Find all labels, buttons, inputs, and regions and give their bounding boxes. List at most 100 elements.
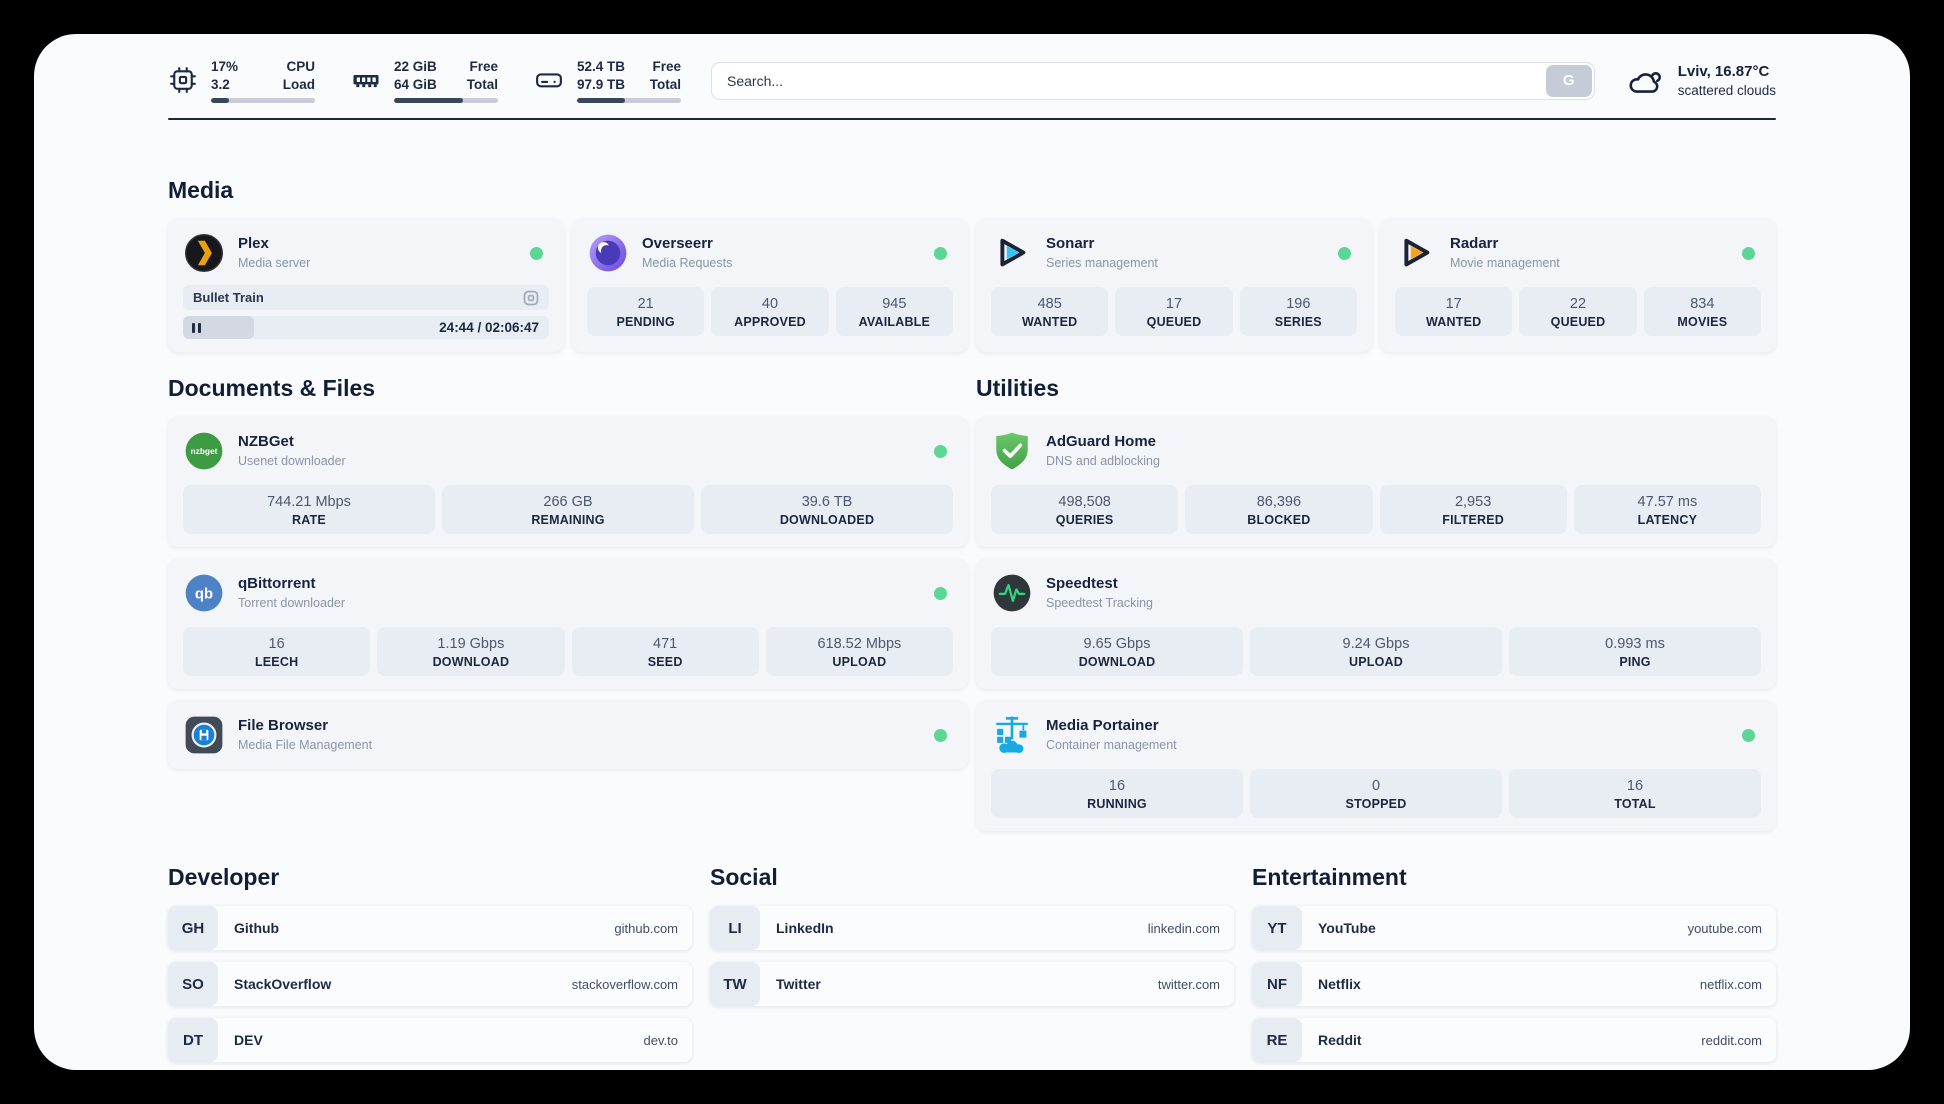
app-card-radarr[interactable]: Radarr Movie management 17 WANTED 22 QUEUE… (1380, 219, 1776, 352)
pause-icon[interactable] (192, 322, 195, 333)
overseerr-icon (589, 234, 627, 272)
app-name: qBittorrent (238, 574, 316, 592)
bookmark-url: linkedin.com (1147, 920, 1220, 936)
app-card-speedtest[interactable]: Speedtest Speedtest Tracking 9.65 Gbps DO… (976, 559, 1776, 689)
sonarr-icon (1000, 238, 1026, 267)
section-title-developer: Developer (168, 864, 280, 890)
cpu-usage-value: 17% (211, 59, 239, 74)
status-dot (934, 246, 947, 260)
app-card-sonarr[interactable]: Sonarr Series management 485 WANTED 17 QUE… (976, 219, 1372, 352)
cpu-load-value: 3.2 (211, 76, 230, 92)
app-card-filebrowser[interactable]: File Browser Media File Management (168, 701, 968, 769)
stat-wanted: 485 WANTED (991, 287, 1109, 336)
cpu-label: CPU (286, 59, 315, 74)
bookmark-abbr: NF (1252, 962, 1302, 1006)
app-card-overseerr[interactable]: Overseerr Media Requests 21 PENDING 40 APP… (572, 219, 968, 352)
adguard-icon (996, 432, 1028, 470)
stat-ping: 0.993 ms PING (1509, 627, 1761, 676)
cpu-progress-bar (211, 98, 315, 103)
bookmark-github[interactable]: GH Github github.com (168, 906, 692, 950)
stat-upload: 9.24 Gbps UPLOAD (1250, 627, 1502, 676)
session-icon[interactable] (523, 290, 539, 306)
app-description: Speedtest Tracking (1046, 595, 1154, 610)
stat-blocked: 86,396 BLOCKED (1185, 485, 1373, 534)
bookmarks-developer: Developer GH Github github.com SO StackO… (168, 863, 692, 1062)
weather-condition: scattered clouds (1677, 82, 1776, 98)
bookmark-abbr: RE (1252, 1018, 1302, 1062)
status-dot (1338, 246, 1351, 260)
app-description: DNS and adblocking (1046, 453, 1160, 468)
stat-upload: 618.52 Mbps UPLOAD (765, 627, 953, 676)
bookmark-netflix[interactable]: NF Netflix netflix.com (1252, 962, 1776, 1006)
stat-queries: 498,508 QUERIES (991, 485, 1179, 534)
disk-total-value: 97.9 TB (577, 76, 626, 92)
bookmarks-entertainment: Entertainment YT YouTube youtube.com NF … (1252, 863, 1776, 1062)
ram-icon (353, 75, 379, 88)
weather-widget: Lviv, 16.87°C scattered clouds (1625, 61, 1776, 101)
status-dot (934, 444, 947, 458)
stat-series: 196 SERIES (1239, 287, 1357, 336)
ram-metric: 22 GiB 64 GiB Free Total (351, 58, 498, 103)
bookmark-linkedin[interactable]: LI LinkedIn linkedin.com (710, 906, 1234, 950)
stat-pending: 21 PENDING (587, 287, 705, 336)
documents-column: Documents & Files nzbget NZBGet Usenet d… (168, 374, 968, 831)
search-engine-button[interactable]: G (1545, 64, 1592, 97)
stat-download: 9.65 Gbps DOWNLOAD (991, 627, 1243, 676)
bookmark-stackoverflow[interactable]: SO StackOverflow stackoverflow.com (168, 962, 692, 1006)
bookmark-url: reddit.com (1701, 1032, 1762, 1048)
bookmark-url: netflix.com (1699, 976, 1762, 992)
section-title-entertainment: Entertainment (1252, 864, 1407, 890)
app-name: NZBGet (238, 432, 294, 450)
app-card-nzbget[interactable]: nzbget NZBGet Usenet downloader 744.21 M… (168, 417, 968, 547)
load-label: Load (282, 76, 315, 92)
app-name: Speedtest (1046, 574, 1118, 592)
app-description: Torrent downloader (238, 595, 346, 610)
bookmark-dev[interactable]: DT DEV dev.to (168, 1018, 692, 1062)
cloud-icon (1629, 71, 1661, 93)
bookmark-youtube[interactable]: YT YouTube youtube.com (1252, 906, 1776, 950)
app-name: Media Portainer (1046, 716, 1159, 734)
radarr-icon (1404, 238, 1430, 267)
section-title-social: Social (710, 864, 778, 890)
disk-icon (536, 73, 562, 88)
stat-total: 16 TOTAL (1509, 769, 1761, 818)
bookmark-url: youtube.com (1687, 920, 1762, 936)
plex-icon (184, 233, 224, 273)
cpu-metric: 17% 3.2 CPU Load (168, 58, 315, 103)
app-name: File Browser (238, 716, 329, 734)
search-input[interactable] (712, 62, 1544, 99)
section-title-media: Media (168, 177, 234, 203)
app-card-portainer[interactable]: Media Portainer Container management 16 R… (976, 701, 1776, 831)
app-name: Plex (238, 234, 269, 252)
ram-free-label: Free (469, 59, 498, 74)
bookmark-twitter[interactable]: TW Twitter twitter.com (710, 962, 1234, 1006)
app-name: Overseerr (642, 234, 713, 252)
header-divider (168, 118, 1776, 120)
stat-rate: 744.21 Mbps RATE (183, 485, 435, 534)
stat-approved: 40 APPROVED (711, 287, 829, 336)
status-dot (1742, 246, 1755, 260)
bookmark-url: twitter.com (1157, 976, 1220, 992)
bookmark-abbr: YT (1252, 906, 1302, 950)
bookmark-reddit[interactable]: RE Reddit reddit.com (1252, 1018, 1776, 1062)
playback-progress-bar[interactable]: 24:44 / 02:06:47 (183, 316, 549, 339)
section-title-documents: Documents & Files (168, 375, 376, 401)
stat-queued: 22 QUEUED (1519, 287, 1637, 336)
app-card-adguard[interactable]: AdGuard Home DNS and adblocking 498,508 Q… (976, 417, 1776, 547)
bookmarks-social: Social LI LinkedIn linkedin.com TW Twitt… (710, 863, 1234, 1062)
app-card-plex[interactable]: Plex Media server Bullet Train 24:44 / 0… (168, 219, 564, 352)
app-name: AdGuard Home (1046, 432, 1157, 450)
filebrowser-icon (185, 716, 223, 754)
ram-total-value: 64 GiB (394, 76, 437, 92)
media-grid: Plex Media server Bullet Train 24:44 / 0… (168, 219, 1776, 352)
utilities-column: Utilities AdGuard Home DNS and adblockin… (976, 374, 1776, 831)
bookmark-url: github.com (614, 920, 678, 936)
app-card-qbittorrent[interactable]: qb qBittorrent Torrent downloader 16 LEEC… (168, 559, 968, 689)
bookmark-name: StackOverflow (234, 976, 332, 992)
app-name: Radarr (1450, 234, 1499, 252)
app-description: Container management (1046, 737, 1177, 752)
stat-wanted: 17 WANTED (1395, 287, 1513, 336)
search-bar: G (711, 61, 1595, 100)
bookmark-name: YouTube (1318, 920, 1376, 936)
bookmark-abbr: DT (168, 1018, 218, 1062)
